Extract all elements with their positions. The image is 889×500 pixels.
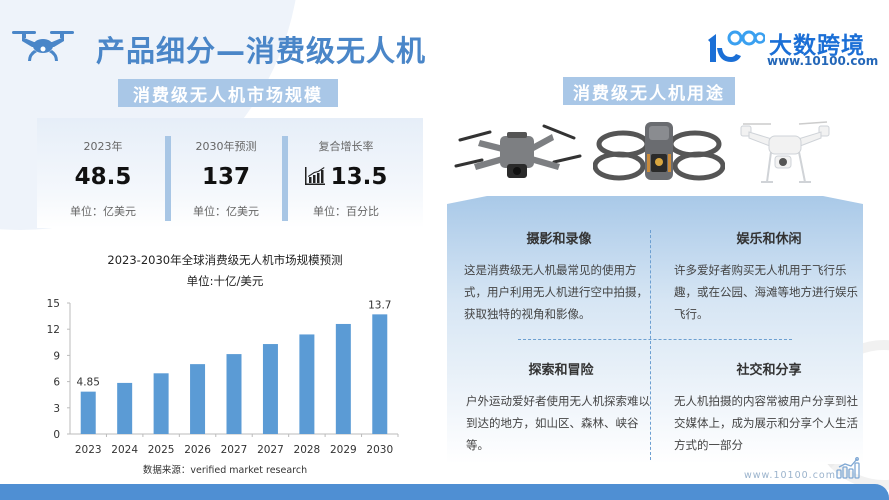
x-tick-label: 2029 xyxy=(330,444,357,456)
data-label: 4.85 xyxy=(77,377,100,389)
chart-subtitle: 单位:十亿/美元 xyxy=(186,274,264,288)
y-tick-label: 12 xyxy=(47,324,60,336)
use-desc: 户外运动爱好者使用无人机探索难以到达的地方，如山区、森林、峡谷等。 xyxy=(466,394,650,452)
drone-icon xyxy=(12,31,74,61)
logo-url: www.10100.com xyxy=(767,54,879,68)
use-entertainment: 娱乐和休闲 许多爱好者购买无人机用于飞行乐趣，或在公园、海滩等地方进行娱乐飞行。 xyxy=(674,228,864,325)
uses-tag: 消费级无人机用途 xyxy=(563,77,735,105)
chart-bar xyxy=(335,323,351,434)
y-tick-label: 6 xyxy=(53,377,60,389)
stat-value: 13.5 xyxy=(288,164,404,190)
chart-bar xyxy=(190,364,206,434)
data-label: 13.7 xyxy=(368,299,391,311)
brand-logo[interactable]: 大数跨境 www.10100.com xyxy=(705,26,879,70)
footer-bar xyxy=(0,484,889,500)
chart-title: 2023-2030年全球消费级无人机市场规模预测 xyxy=(107,253,343,267)
market-size-tag: 消费级无人机市场规模 xyxy=(118,79,338,107)
bar-chart-icon xyxy=(836,457,860,479)
vertical-dashed-divider xyxy=(650,230,651,460)
chart-bar xyxy=(153,373,169,434)
stat-label: 2030年预测 xyxy=(195,140,257,153)
y-tick-label: 3 xyxy=(53,403,60,415)
logo-name: 大数跨境 xyxy=(769,33,865,59)
chart-bar xyxy=(372,314,388,434)
use-title: 社交和分享 xyxy=(736,363,802,378)
use-desc: 许多爱好者购买无人机用于飞行乐趣，或在公园、海滩等地方进行娱乐飞行。 xyxy=(674,263,858,321)
y-tick-label: 0 xyxy=(53,429,60,441)
use-title: 娱乐和休闲 xyxy=(736,232,802,247)
stat-divider xyxy=(282,136,288,221)
use-title: 探索和冒险 xyxy=(528,363,594,378)
growth-chart-icon xyxy=(304,167,325,185)
stat-value: 48.5 xyxy=(74,164,132,190)
x-tick-label: 2024 xyxy=(111,444,138,456)
x-tick-label: 2028 xyxy=(294,444,321,456)
use-title: 摄影和录像 xyxy=(526,232,592,247)
stat-cagr: 复合增长率 13.5 单位：百分比 xyxy=(288,118,404,228)
stat-2030-forecast: 2030年预测 137 单位：亿美元 xyxy=(168,118,284,228)
use-desc: 无人机拍摄的内容常被用户分享到社交媒体上，成为展示和分享个人生活方式的一部分 xyxy=(674,394,858,452)
x-tick-label: 2026 xyxy=(184,444,211,456)
x-tick-label: 2027 xyxy=(221,444,248,456)
use-social-sharing: 社交和分享 无人机拍摄的内容常被用户分享到社交媒体上，成为展示和分享个人生活方式… xyxy=(674,359,864,456)
stat-divider xyxy=(165,136,171,221)
chart-bar xyxy=(80,391,96,434)
stat-unit: 单位：亿美元 xyxy=(193,205,259,218)
x-tick-label: 2023 xyxy=(75,444,102,456)
logo-10100-icon xyxy=(708,30,765,62)
market-stats-panel: 2023年 48.5 单位：亿美元 2030年预测 137 单位：亿美元 复合增… xyxy=(37,118,423,228)
x-tick-label: 2025 xyxy=(148,444,175,456)
page-title: 产品细分—消费级无人机 xyxy=(96,34,427,68)
cinewhoop-drone-image xyxy=(593,122,725,181)
chart-source: 数据来源：verified market research xyxy=(142,465,308,476)
bar-chart-plot: 0 3 6 9 12 15 2023 4.85 2024 2025 2026 2027 2027 2028… xyxy=(47,298,399,456)
chart-bar xyxy=(299,334,315,434)
x-tick-label: 2030 xyxy=(366,444,393,456)
stat-2023: 2023年 48.5 单位：亿美元 xyxy=(45,118,161,228)
chart-bar xyxy=(262,344,278,434)
uses-panel xyxy=(447,196,863,464)
foldable-drone-image xyxy=(454,124,582,178)
market-forecast-chart: 2023-2030年全球消费级无人机市场规模预测 单位:十亿/美元 0 3 6 9 12… xyxy=(40,250,410,480)
chart-bar xyxy=(117,382,133,434)
y-tick-label: 9 xyxy=(53,350,60,362)
use-photography: 摄影和录像 这是消费级无人机最常见的使用方式，用户利用无人机进行空中拍摄，获取独… xyxy=(464,228,654,325)
stat-unit: 单位：亿美元 xyxy=(70,205,136,218)
x-tick-label: 2027 xyxy=(257,444,284,456)
use-exploration: 探索和冒险 户外运动爱好者使用无人机探索难以到达的地方，如山区、森林、峡谷等。 xyxy=(466,359,656,456)
stat-value: 137 xyxy=(201,164,250,190)
stat-value-text: 13.5 xyxy=(330,164,388,190)
stat-label: 复合增长率 xyxy=(318,140,374,153)
chart-bar xyxy=(226,354,242,434)
white-quadcopter-image xyxy=(740,121,830,183)
y-tick-label: 15 xyxy=(47,298,60,310)
use-desc: 这是消费级无人机最常见的使用方式，用户利用无人机进行空中拍摄，获取独特的视角和影… xyxy=(464,263,648,321)
stat-label: 2023年 xyxy=(83,140,123,153)
stat-unit: 单位：百分比 xyxy=(313,205,379,218)
horizontal-dashed-divider xyxy=(518,339,792,340)
footer-url[interactable]: www.10100.com xyxy=(744,470,836,481)
